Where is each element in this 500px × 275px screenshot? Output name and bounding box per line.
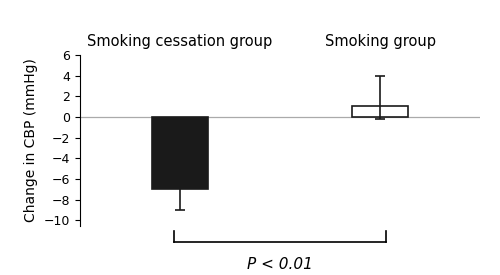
- Bar: [152, 117, 208, 189]
- Text: Smoking group: Smoking group: [324, 34, 436, 50]
- Bar: [352, 106, 408, 117]
- Y-axis label: Change in CBP (mmHg): Change in CBP (mmHg): [24, 58, 38, 222]
- Text: Smoking cessation group: Smoking cessation group: [88, 34, 272, 50]
- Text: P < 0.01: P < 0.01: [247, 257, 313, 272]
